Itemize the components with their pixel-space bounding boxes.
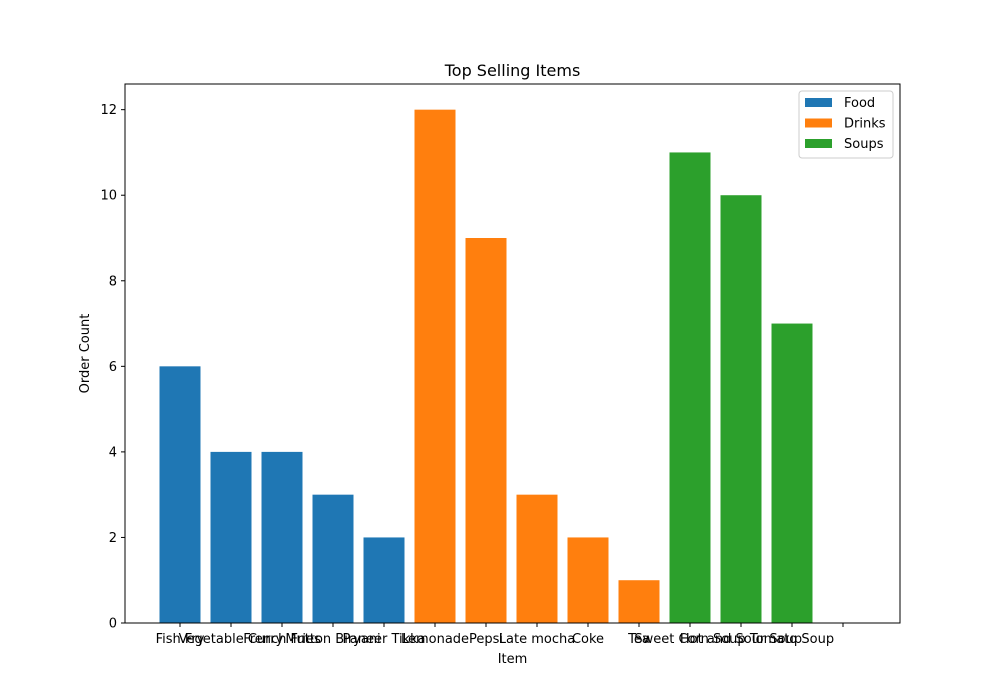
x-tick-label: Lemonade <box>401 632 469 647</box>
y-tick-label: 8 <box>109 274 117 289</box>
bar-drinks-5 <box>414 109 456 623</box>
bar-food-3 <box>312 494 354 623</box>
y-tick-label: 12 <box>100 103 117 118</box>
x-tick-label: Late mocha <box>499 632 575 647</box>
x-tick-label: Tomato Soup <box>749 632 834 647</box>
x-tick-label: Sweet Corn Soup <box>634 632 745 647</box>
y-tick-label: 2 <box>109 531 117 546</box>
legend-label-soups: Soups <box>844 137 884 152</box>
x-tick-label: Pepsi <box>469 632 503 647</box>
legend-label-drinks: Drinks <box>844 117 886 132</box>
bar-soups-12 <box>771 323 813 623</box>
x-tick-label: Paneer Tikka <box>343 632 426 647</box>
y-tick-label: 6 <box>109 360 117 375</box>
x-axis-label: Item <box>498 652 528 667</box>
x-tick-label: Mutton Biryani <box>285 632 380 647</box>
x-tick-label: Coke <box>572 632 604 647</box>
chart-title: Top Selling Items <box>444 61 581 80</box>
legend: Food Drinks Soups <box>798 90 894 159</box>
bar-food-0 <box>159 366 201 623</box>
bar-drinks-8 <box>567 537 609 623</box>
plot-frame <box>124 83 901 624</box>
legend-swatch-drinks <box>805 118 832 128</box>
bar-food-4 <box>363 537 405 623</box>
bar-soups-10 <box>669 152 711 623</box>
x-tick-label: Tea <box>627 632 650 647</box>
x-tick-label: Fish Fry <box>156 632 205 647</box>
bar-drinks-6 <box>465 238 507 623</box>
legend-swatch-soups <box>805 139 832 148</box>
y-axis: 0 2 4 6 8 10 12 <box>100 103 125 632</box>
x-tick-label: Vegetable Curry <box>179 632 284 647</box>
legend-label-food: Food <box>844 96 875 111</box>
y-tick-label: 10 <box>100 189 117 204</box>
y-tick-label: 4 <box>109 445 117 460</box>
x-tick-label: French Fries <box>243 632 321 647</box>
y-axis-label: Order Count <box>78 314 93 394</box>
legend-swatch-food <box>805 98 832 107</box>
bar-drinks-7 <box>516 494 558 623</box>
bar-food-1 <box>210 451 252 623</box>
y-tick-label: 0 <box>109 617 117 632</box>
bars-layer <box>159 109 813 623</box>
bar-soups-11 <box>720 195 762 623</box>
bar-food-2 <box>261 451 303 623</box>
bar-drinks-9 <box>618 580 660 623</box>
x-tick-label: Hot and Sour Soup <box>680 632 802 647</box>
